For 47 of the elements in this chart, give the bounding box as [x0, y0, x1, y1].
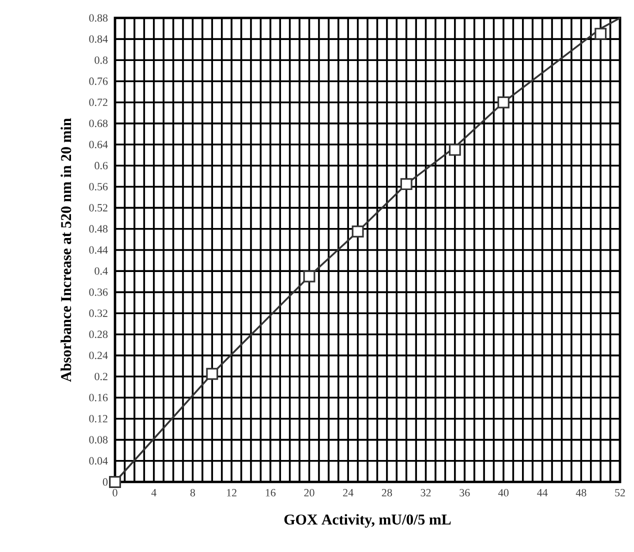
point	[448, 144, 461, 156]
y-tick-label: 0.52	[89, 204, 108, 212]
y-tick-label: 0.2	[94, 372, 108, 380]
y-tick-label: 0.84	[89, 35, 108, 43]
x-tick-label: 44	[537, 489, 548, 496]
point	[352, 226, 364, 238]
y-tick-label: 0.32	[89, 310, 108, 317]
y-tick-label: 0.8	[94, 56, 108, 64]
y-tick-label: 0.76	[89, 78, 108, 85]
y-tick-label: 0.12	[89, 414, 108, 422]
point	[109, 476, 121, 488]
y-tick-label: 0.68	[89, 120, 108, 128]
y-tick-label: 0.72	[89, 98, 108, 106]
y-tick-label: 0.4	[94, 267, 108, 275]
y-tick-label: 0.04	[89, 457, 108, 465]
x-tick-label: 40	[498, 489, 509, 496]
x-tick-label: 12	[227, 489, 236, 496]
point	[303, 270, 316, 282]
x-tick-label: 4	[151, 489, 156, 496]
x-tick-label: 24	[343, 489, 354, 496]
point	[206, 368, 218, 380]
y-tick-label: 0.16	[89, 394, 108, 402]
point	[594, 28, 607, 40]
x-tick-label: 8	[190, 489, 196, 496]
y-tick-label: 0	[102, 478, 108, 486]
x-axis-title: GOX Activity, mU/0/5 mL	[284, 514, 451, 528]
y-tick-label: 0.28	[89, 330, 108, 338]
y-tick-label: 0.24	[89, 352, 108, 360]
y-tick-label: 0.6	[94, 162, 108, 170]
x-tick-label: 48	[576, 489, 586, 496]
y-tick-label: 0.56	[89, 183, 108, 190]
x-tick-label: 32	[420, 489, 431, 496]
y-tick-label: 0.48	[89, 225, 108, 233]
y-tick-label: 0.08	[89, 436, 108, 444]
x-tick-label: 36	[460, 489, 470, 496]
point	[498, 96, 510, 108]
y-tick-label: 0.36	[89, 288, 108, 296]
x-tick-label: 16	[266, 489, 276, 496]
y-tick-label: 0.44	[89, 246, 108, 254]
y-tick-label: 0.88	[89, 14, 108, 22]
y-axis-title: Absorbance Increase at 520 nm in 20 min	[60, 118, 72, 382]
point	[400, 178, 412, 190]
x-tick-label: 20	[304, 489, 314, 496]
x-tick-label: 28	[382, 489, 392, 496]
x-tick-label: 52	[615, 489, 625, 496]
x-tick-label: 0	[112, 489, 118, 496]
y-tick-label: 0.64	[89, 140, 108, 148]
